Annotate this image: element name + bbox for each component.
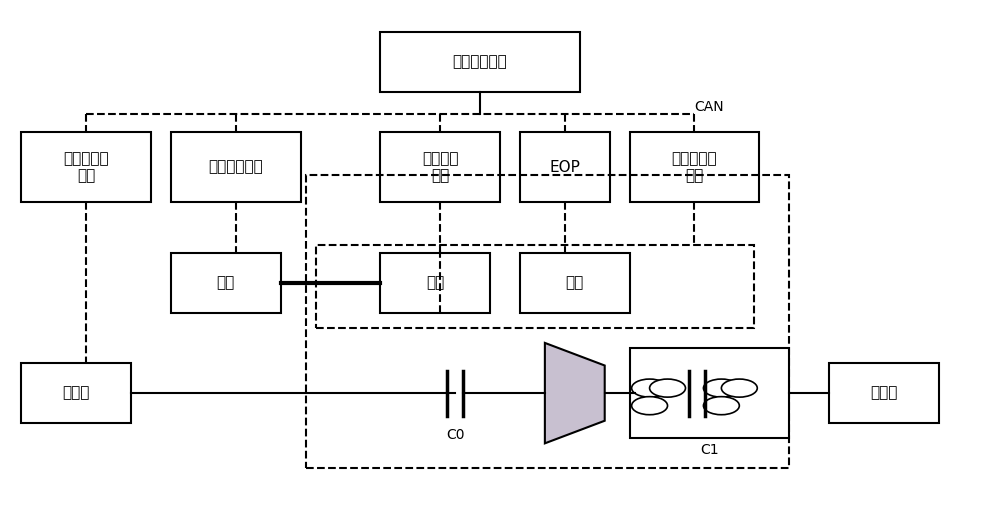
Text: 变速器控制
单元: 变速器控制 单元 [672,151,717,183]
Polygon shape [545,343,605,443]
Circle shape [632,396,668,415]
Text: 差速器: 差速器 [870,386,898,400]
FancyBboxPatch shape [380,252,490,313]
Text: 电池: 电池 [217,275,235,290]
Circle shape [650,379,685,397]
Text: 混动控制单元: 混动控制单元 [453,54,507,69]
FancyBboxPatch shape [171,252,281,313]
FancyBboxPatch shape [520,132,610,203]
Text: 电泵: 电泵 [566,275,584,290]
Circle shape [632,379,668,397]
Text: C1: C1 [700,443,719,458]
Text: CAN: CAN [694,100,724,115]
Text: 电机控制
单元: 电机控制 单元 [422,151,458,183]
FancyBboxPatch shape [21,363,131,423]
Text: 发动机: 发动机 [62,386,90,400]
FancyBboxPatch shape [630,132,759,203]
FancyBboxPatch shape [21,132,151,203]
FancyBboxPatch shape [520,252,630,313]
Text: EOP: EOP [549,160,580,175]
FancyBboxPatch shape [829,363,939,423]
Circle shape [703,396,739,415]
Circle shape [703,379,739,397]
FancyBboxPatch shape [380,132,500,203]
FancyBboxPatch shape [380,31,580,92]
FancyBboxPatch shape [630,348,789,438]
FancyBboxPatch shape [171,132,301,203]
Text: C0: C0 [446,428,464,442]
Text: 发动机控制
单元: 发动机控制 单元 [63,151,109,183]
Circle shape [721,379,757,397]
Text: 电池管理系统: 电池管理系统 [208,160,263,175]
Text: 电机: 电机 [426,275,444,290]
